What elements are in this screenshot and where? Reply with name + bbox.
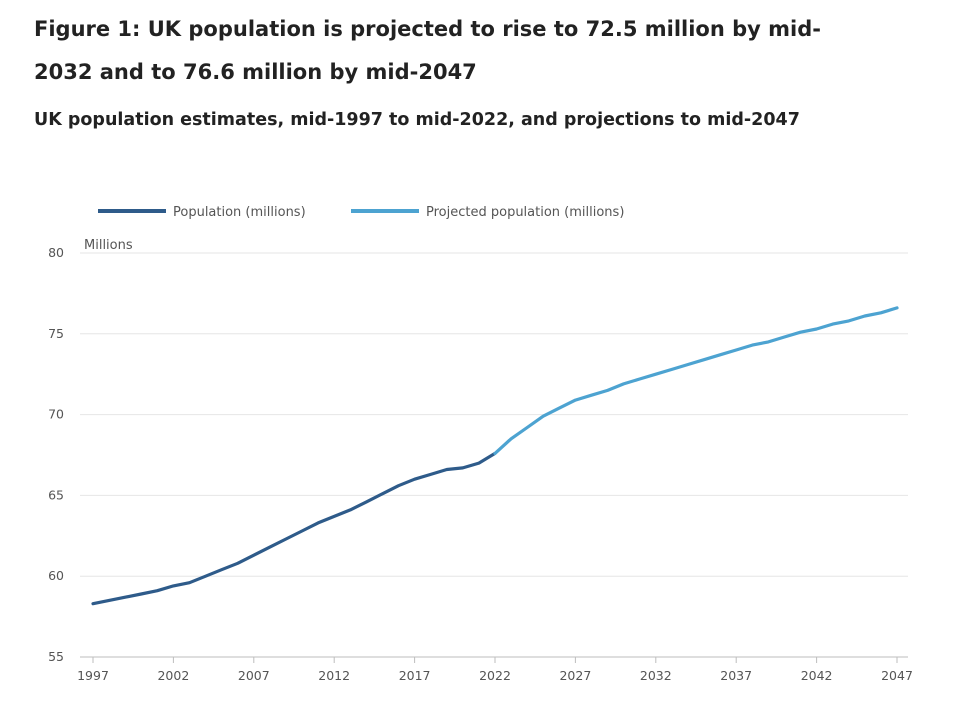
y-tick-label: 60 bbox=[48, 568, 64, 583]
figure-title: Figure 1: UK population is projected to … bbox=[34, 17, 821, 84]
legend-label: Projected population (millions) bbox=[426, 205, 624, 220]
x-tick-label: 2002 bbox=[157, 668, 189, 683]
x-tick-label: 2027 bbox=[559, 668, 591, 683]
series-line-projected-population bbox=[493, 306, 899, 455]
y-tick-label: 80 bbox=[48, 245, 64, 260]
legend-label: Population (millions) bbox=[173, 205, 306, 220]
y-tick-label: 75 bbox=[48, 326, 64, 341]
chart-legend: Population (millions) Projected populatio… bbox=[98, 205, 624, 220]
x-tick-label: 2012 bbox=[318, 668, 350, 683]
x-tick-label: 2022 bbox=[479, 668, 511, 683]
x-tick-label: 2007 bbox=[238, 668, 270, 683]
y-tick-label: 65 bbox=[48, 487, 64, 502]
x-tick-label: 2017 bbox=[399, 668, 431, 683]
series-line-population bbox=[91, 451, 497, 606]
y-axis-ticks: 55 60 65 70 75 80 bbox=[48, 245, 64, 664]
grid-lines bbox=[80, 252, 908, 658]
x-tick-label: 2042 bbox=[801, 668, 833, 683]
y-tick-label: 55 bbox=[48, 649, 64, 664]
x-axis-ticks: 1997 2002 2007 2012 2017 2022 2027 2032 2037 2042… bbox=[77, 657, 913, 683]
x-tick-label: 2037 bbox=[720, 668, 752, 683]
series-lines bbox=[91, 306, 899, 606]
y-tick-label: 70 bbox=[48, 407, 64, 422]
y-axis-unit-label: Millions bbox=[84, 238, 133, 253]
figure-subtitle: UK population estimates, mid-1997 to mid… bbox=[34, 110, 800, 130]
x-tick-label: 2047 bbox=[881, 668, 913, 683]
x-tick-label: 1997 bbox=[77, 668, 109, 683]
x-tick-label: 2032 bbox=[640, 668, 672, 683]
